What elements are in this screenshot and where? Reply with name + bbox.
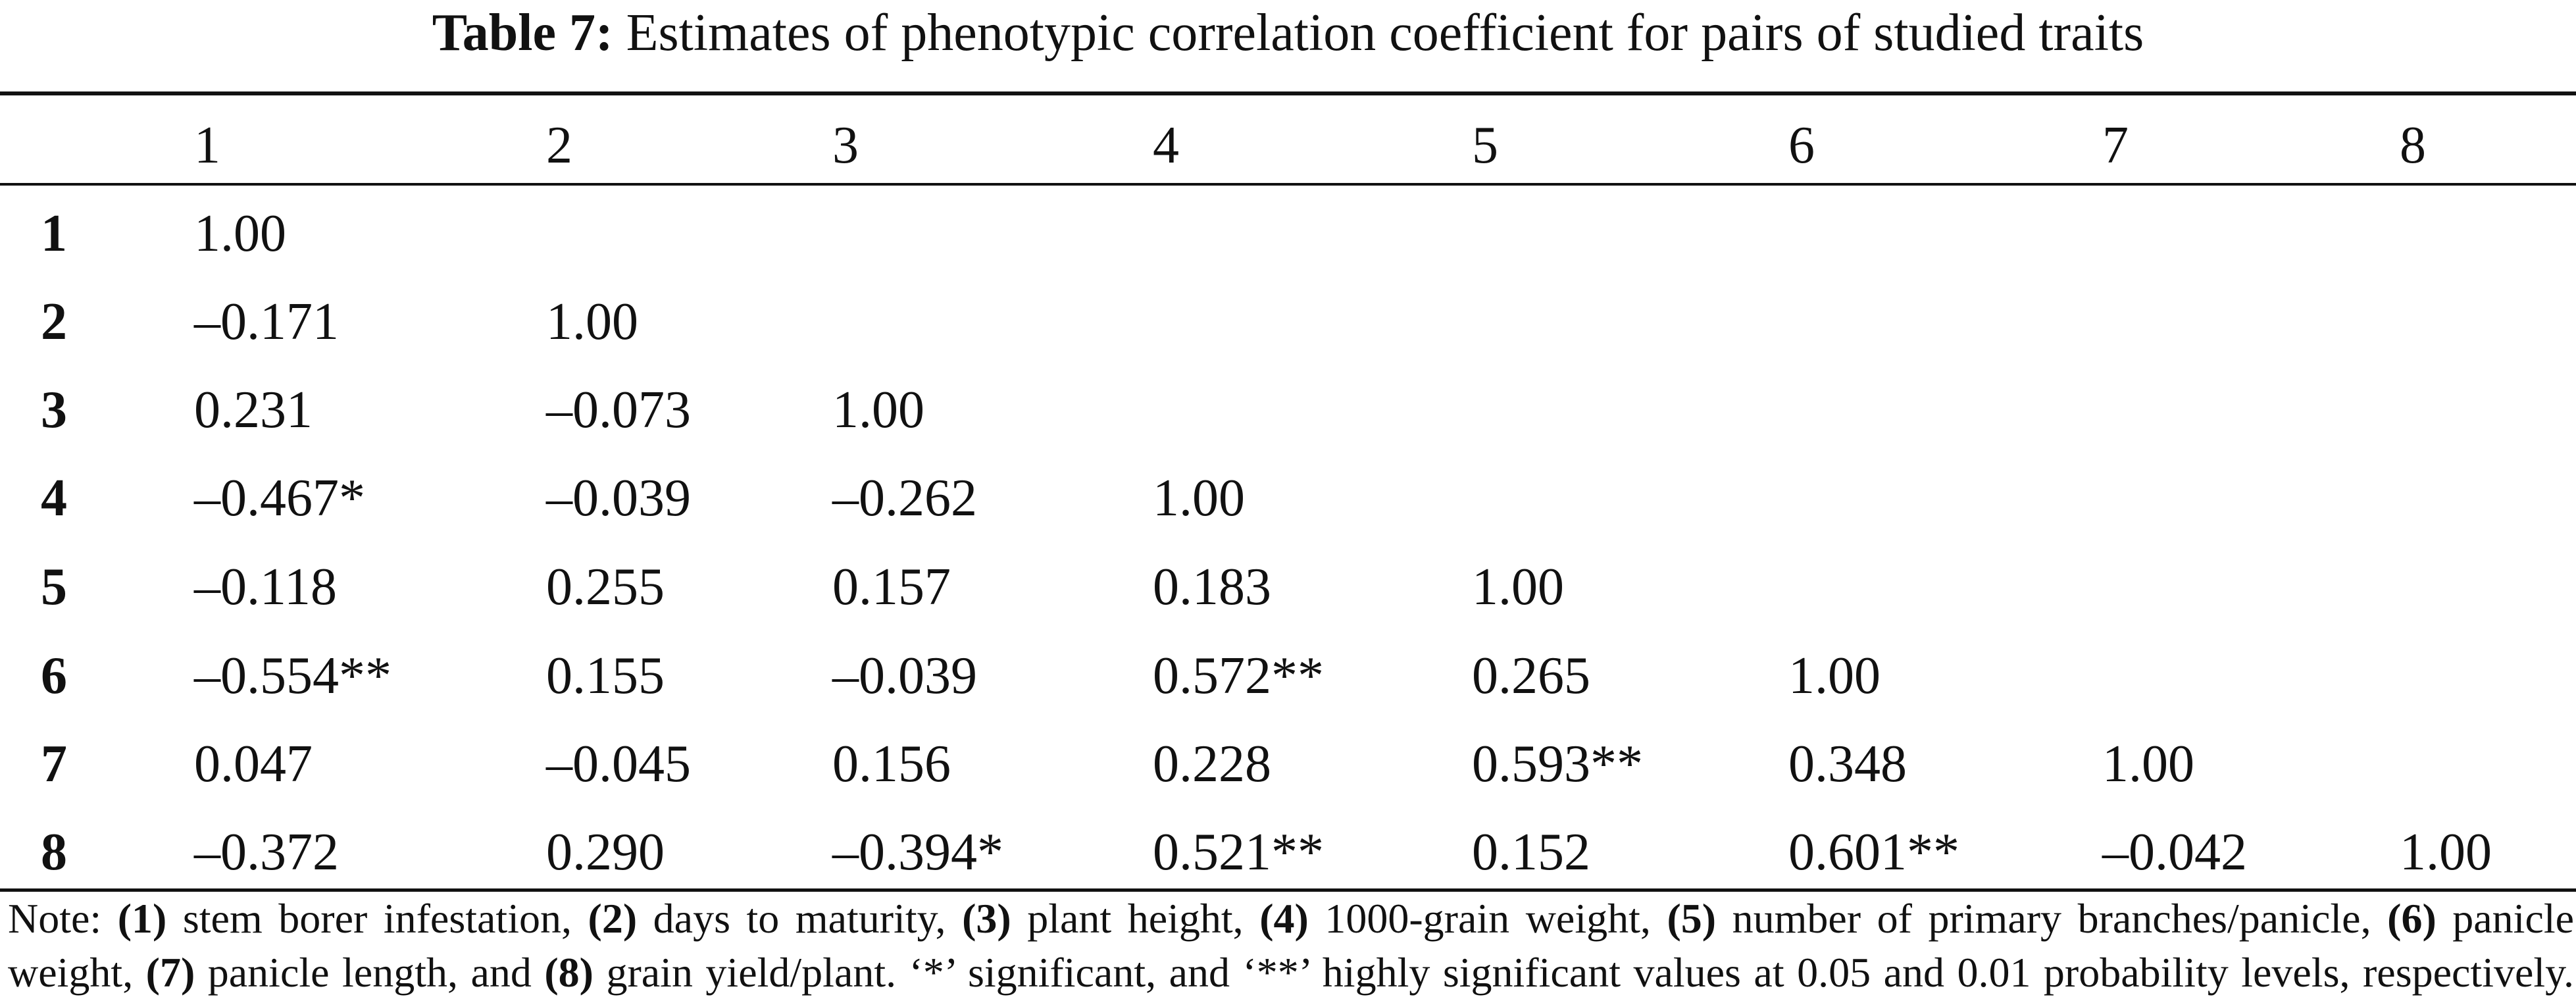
- table-cell: 0.228: [1153, 735, 1271, 793]
- table-cell: –0.262: [832, 469, 977, 527]
- table-cell: –0.467*: [194, 469, 365, 527]
- row-label-7: 7: [41, 735, 67, 793]
- note-ref-8: (8): [544, 949, 593, 996]
- table-cell: 0.572**: [1153, 647, 1324, 705]
- table-cell: 0.601**: [1788, 823, 1959, 881]
- table-label: Table 7:: [432, 4, 613, 62]
- note-text-4: 1000-grain weight,: [1308, 895, 1667, 942]
- note-text-2: days to maturity,: [637, 895, 963, 942]
- table-cell: –0.554**: [194, 647, 391, 705]
- row-label-8: 8: [41, 823, 67, 881]
- column-header-3: 3: [832, 116, 859, 174]
- note-text-5: number of primary branches/panicle,: [1716, 895, 2388, 942]
- table-bottom-rule: [0, 888, 2576, 892]
- note-text-1: stem borer infestation,: [166, 895, 588, 942]
- note-ref-3: (3): [962, 895, 1011, 942]
- row-label-3: 3: [41, 381, 67, 439]
- table-cell: 1.00: [546, 293, 638, 351]
- table-cell: 0.290: [546, 823, 665, 881]
- note-text-3: plant height,: [1011, 895, 1260, 942]
- note-line-1: Note: (1) stem borer infestation, (2) da…: [8, 892, 2574, 946]
- table-cell: 0.255: [546, 558, 665, 616]
- table-caption: Table 7: Estimates of phenotypic correla…: [0, 0, 2576, 66]
- column-header-7: 7: [2102, 116, 2129, 174]
- table-cell: –0.118: [194, 558, 338, 616]
- note-ref-1: (1): [117, 895, 167, 942]
- note-text-7: panicle length, and: [195, 949, 545, 996]
- note-text-6: panicle: [2436, 895, 2575, 942]
- table-cell: –0.073: [546, 381, 691, 439]
- table-cell: 0.348: [1788, 735, 1907, 793]
- column-header-5: 5: [1472, 116, 1498, 174]
- table-cell: –0.039: [832, 647, 977, 705]
- row-label-5: 5: [41, 558, 67, 616]
- table-cell: 1.00: [194, 205, 286, 263]
- table-cell: 0.183: [1153, 558, 1271, 616]
- table-cell: 0.265: [1472, 647, 1590, 705]
- table-cell: 1.00: [2400, 823, 2492, 881]
- note-ref-4: (4): [1259, 895, 1309, 942]
- table-cell: –0.394*: [832, 823, 1003, 881]
- column-header-6: 6: [1788, 116, 1815, 174]
- row-label-4: 4: [41, 469, 67, 527]
- column-header-2: 2: [546, 116, 572, 174]
- table-note: Note: (1) stem borer infestation, (2) da…: [8, 892, 2574, 1000]
- row-label-1: 1: [41, 205, 67, 263]
- table-cell: –0.372: [194, 823, 339, 881]
- table-cell: –0.045: [546, 735, 691, 793]
- table-cell: 0.157: [832, 558, 951, 616]
- note-ref-5: (5): [1667, 895, 1717, 942]
- note-ref-7: (7): [145, 949, 195, 996]
- note-text-8: grain yield/plant. ‘*’ significant, and …: [593, 949, 2575, 996]
- row-label-2: 2: [41, 293, 67, 351]
- note-ref-2: (2): [588, 895, 638, 942]
- table-cell: 1.00: [1788, 647, 1881, 705]
- table-cell: 0.152: [1472, 823, 1590, 881]
- table-top-rule: [0, 91, 2576, 95]
- table-cell: 0.231: [194, 381, 313, 439]
- table-cell: 0.047: [194, 735, 313, 793]
- table-title: Estimates of phenotypic correlation coef…: [626, 4, 2144, 62]
- note-line-2: weight, (7) panicle length, and (8) grai…: [8, 946, 2574, 1000]
- table-cell: 0.156: [832, 735, 951, 793]
- row-label-6: 6: [41, 647, 67, 705]
- table-cell: 0.593**: [1472, 735, 1643, 793]
- table-cell: 1.00: [1153, 469, 1245, 527]
- table-cell: 1.00: [832, 381, 924, 439]
- column-header-8: 8: [2400, 116, 2426, 174]
- column-header-4: 4: [1153, 116, 1179, 174]
- table-cell: 1.00: [2102, 735, 2194, 793]
- table-cell: 1.00: [1472, 558, 1564, 616]
- table-cell: –0.042: [2102, 823, 2247, 881]
- table-cell: –0.171: [194, 293, 339, 351]
- note-prefix: Note:: [8, 895, 118, 942]
- table-cell: –0.039: [546, 469, 691, 527]
- table-header-rule: [0, 183, 2576, 186]
- table-cell: 0.155: [546, 647, 665, 705]
- note-ref-6: (6): [2387, 895, 2437, 942]
- note-text-6b: weight,: [8, 949, 146, 996]
- table-cell: 0.521**: [1153, 823, 1324, 881]
- column-header-1: 1: [194, 116, 220, 174]
